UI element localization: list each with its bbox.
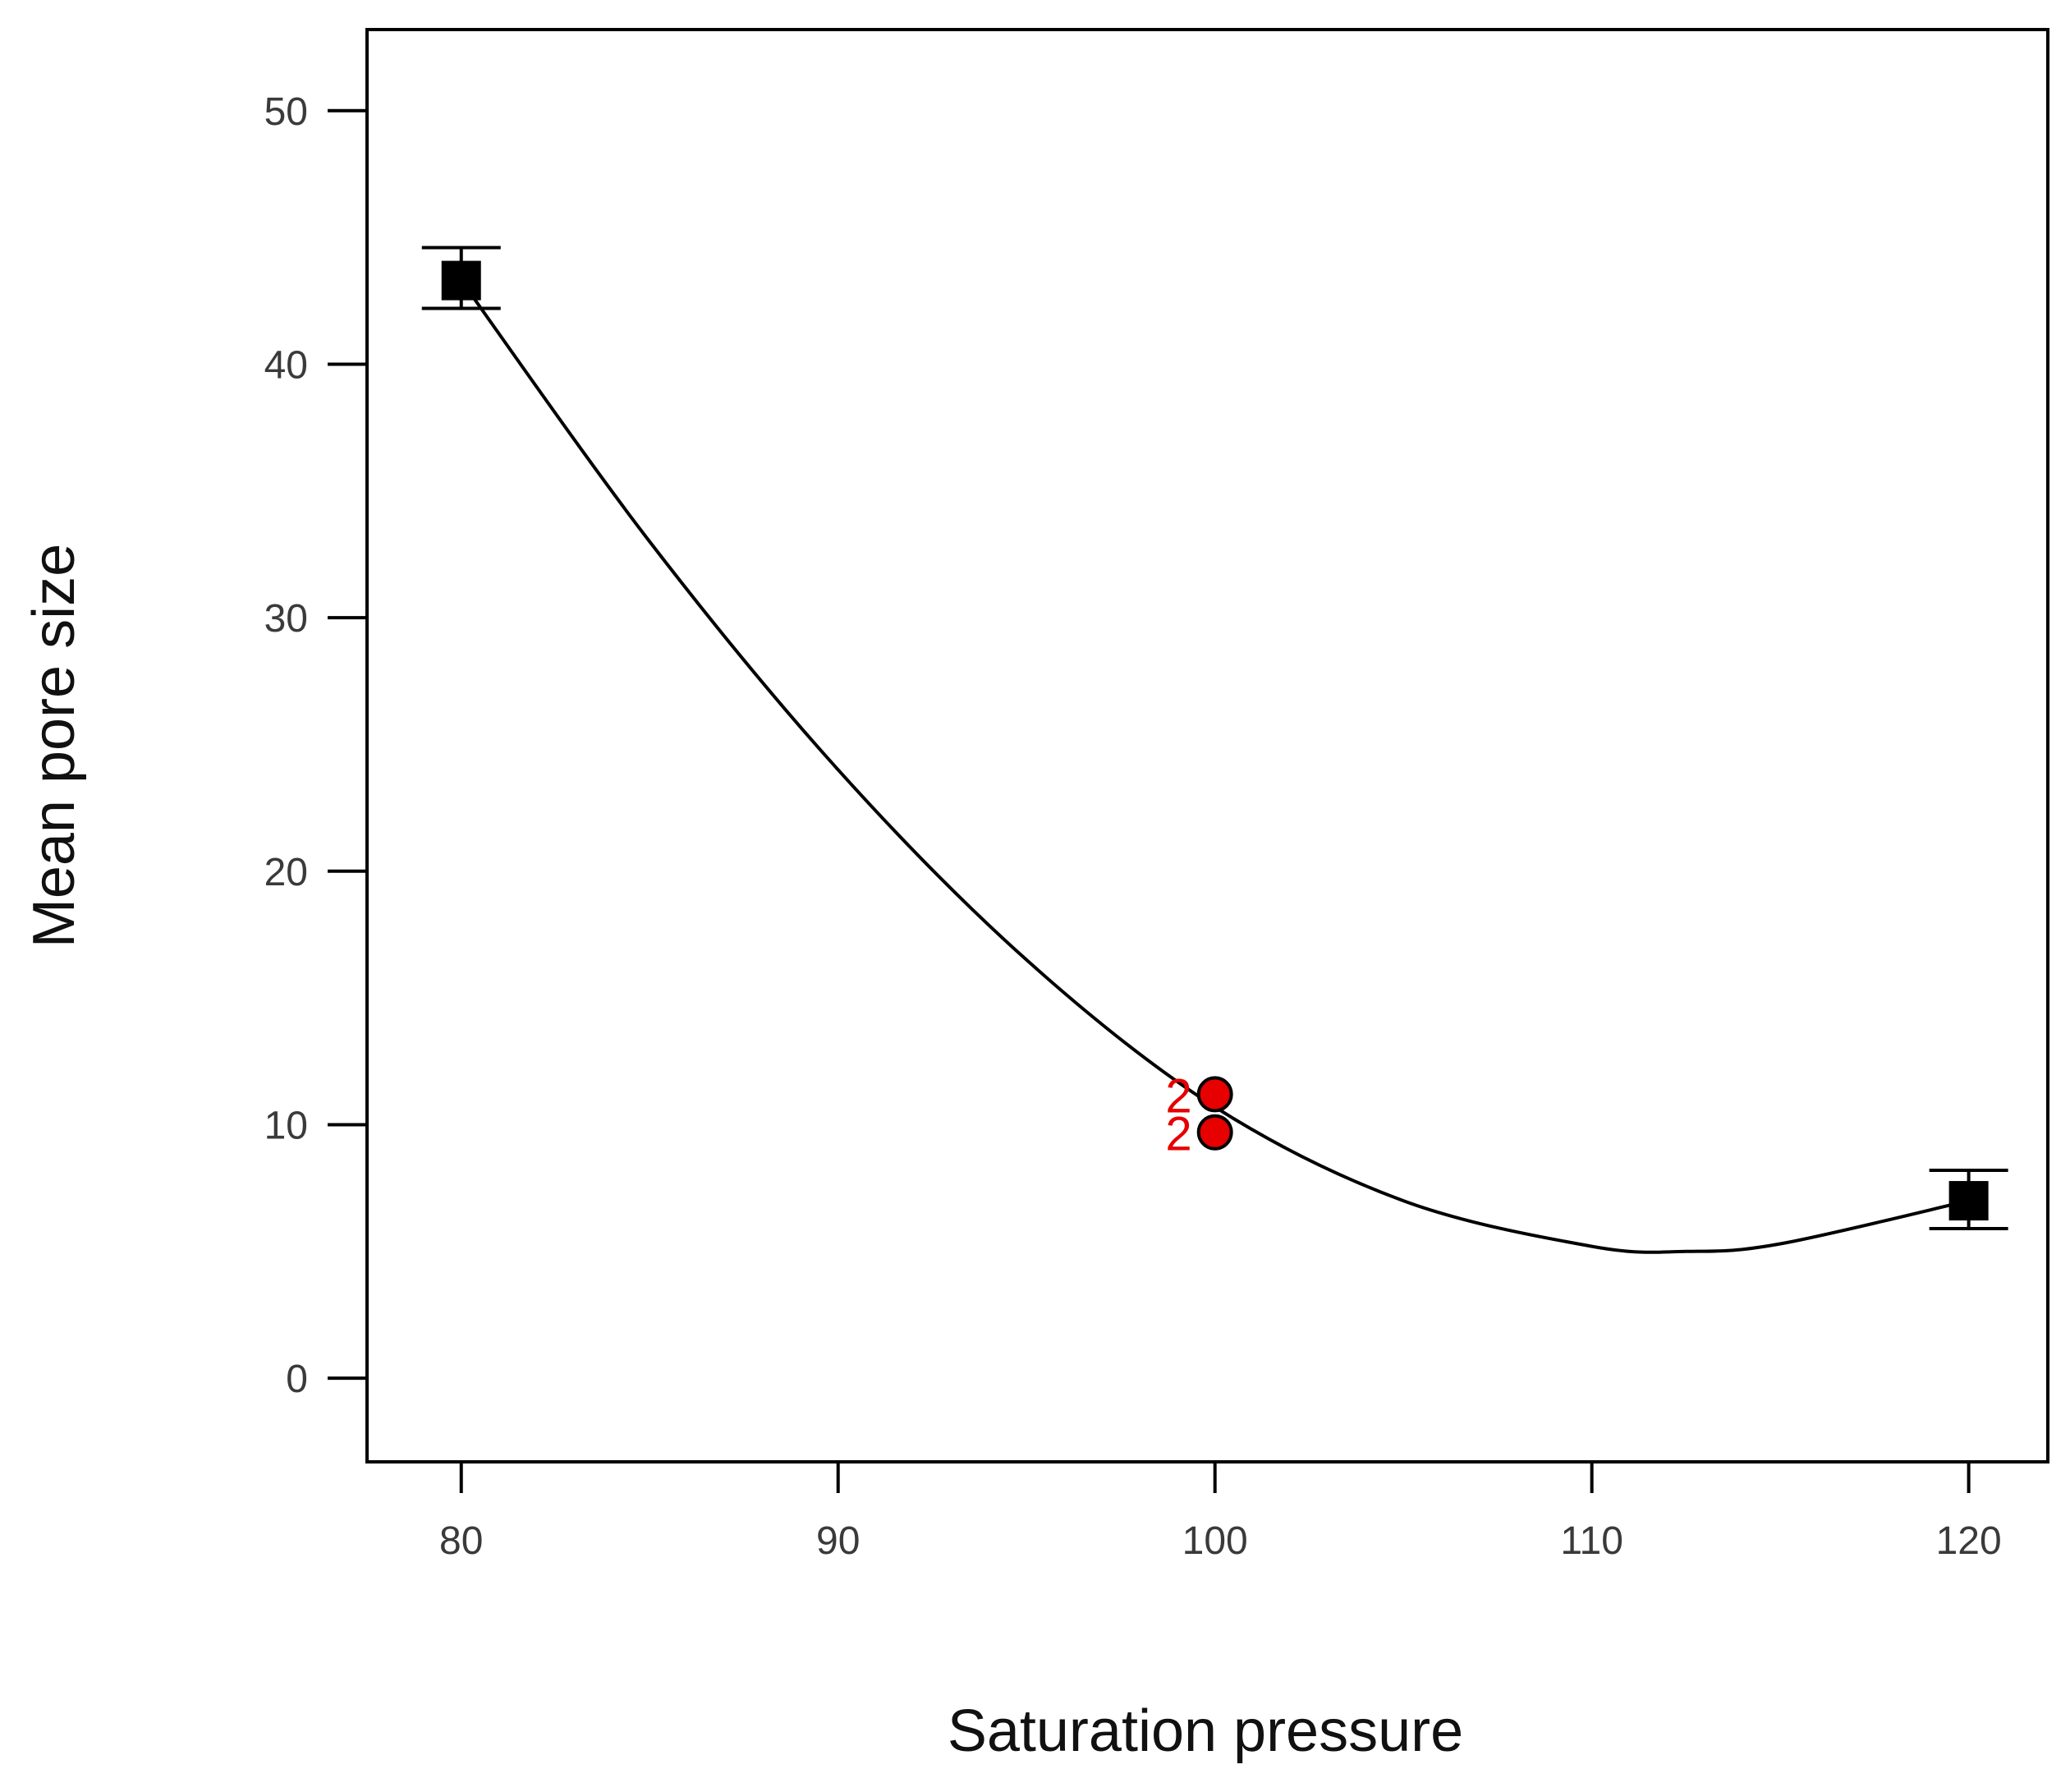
y-tick-label: 30: [264, 597, 308, 641]
y-tick-label: 0: [286, 1358, 308, 1401]
x-axis: 80 90 100 110 120: [439, 1462, 2002, 1563]
data-marks: 22: [421, 246, 2008, 1231]
replicate-count-label: 2: [1165, 1108, 1191, 1161]
x-tick-label: 90: [816, 1519, 860, 1563]
center-point: [1196, 1076, 1233, 1113]
x-tick-label: 100: [1182, 1519, 1248, 1563]
x-tick-label: 120: [1936, 1519, 2002, 1563]
y-tick-label: 10: [264, 1104, 308, 1147]
y-axis: 0 10 20 30 40 50: [264, 90, 367, 1401]
design-point-square: [1948, 1181, 1989, 1221]
y-tick-label: 20: [264, 851, 308, 894]
design-point-square: [441, 260, 481, 301]
x-tick-label: 80: [439, 1519, 483, 1563]
y-tick-label: 50: [264, 90, 308, 134]
y-tick-label: 40: [264, 343, 308, 387]
replicate-count-label: 2: [1165, 1069, 1191, 1123]
y-axis-title: Mean pore size: [21, 544, 87, 948]
plot-frame: [365, 28, 2049, 1463]
x-tick-label: 110: [1560, 1519, 1623, 1563]
x-axis-title: Saturation pressure: [948, 1698, 1463, 1764]
center-point: [1196, 1114, 1233, 1151]
